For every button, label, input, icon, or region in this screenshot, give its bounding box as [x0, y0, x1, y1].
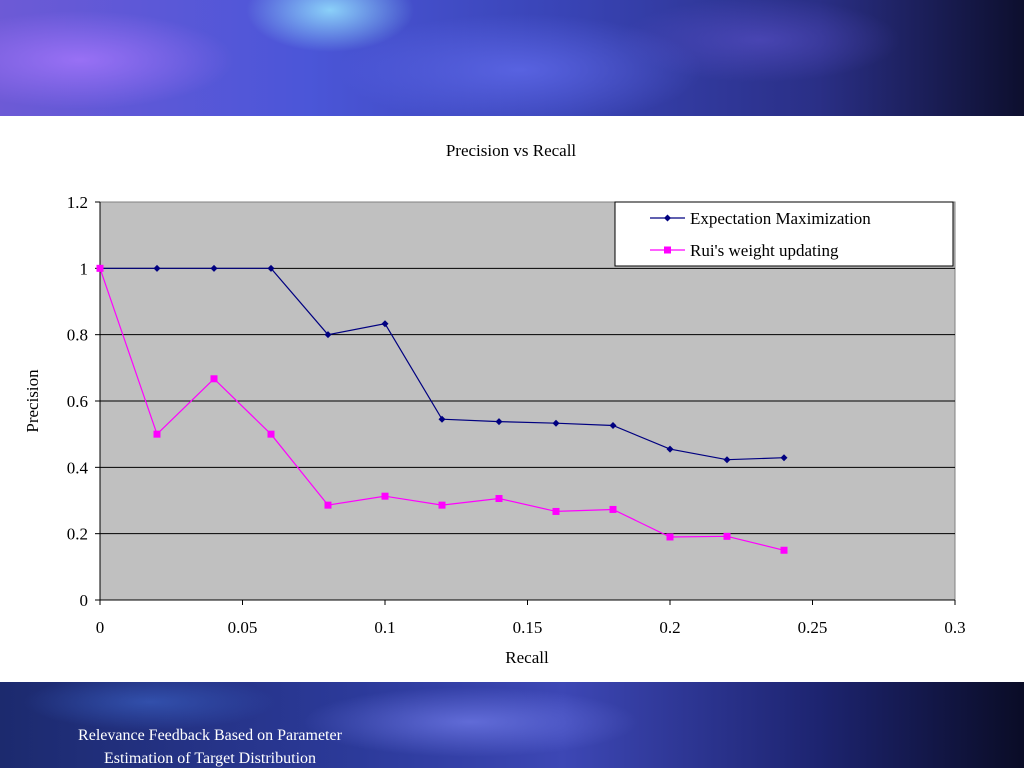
precision-recall-chart: Precision vs Recall 0 0.2 0.4 0.6 0.8 1 1.2 0 0.…	[23, 141, 966, 667]
legend-rui-marker	[664, 246, 671, 254]
chart-legend: Expectation Maximization Rui's weight up…	[614, 201, 954, 267]
data-point-1	[267, 430, 275, 438]
legend-em-marker	[664, 214, 671, 222]
data-point-0	[495, 418, 503, 426]
data-point-1	[210, 375, 218, 383]
x-tick-label: 0.15	[513, 618, 543, 637]
data-point-1	[96, 264, 104, 272]
x-tick-label: 0.25	[798, 618, 828, 637]
footer-caption: Relevance Feedback Based on Parameter Es…	[20, 724, 400, 770]
y-tick-label: 0.2	[67, 525, 88, 544]
data-point-1	[723, 532, 731, 540]
x-axis-label: Recall	[505, 648, 549, 667]
data-point-1	[780, 546, 788, 554]
x-tick-label: 0.3	[944, 618, 965, 637]
data-point-0	[153, 264, 161, 272]
data-point-1	[381, 492, 389, 500]
y-tick-label: 0.8	[67, 326, 88, 345]
data-point-0	[324, 331, 332, 339]
data-point-0	[210, 264, 218, 272]
legend-box	[614, 201, 954, 267]
y-tick-label: 1.2	[67, 193, 88, 212]
footer-banner	[0, 682, 1024, 768]
data-point-0	[723, 456, 731, 464]
data-point-0	[609, 422, 617, 430]
legend-rui-label: Rui's weight updating	[690, 241, 839, 260]
y-axis-label: Precision	[23, 369, 42, 433]
series-layer	[96, 264, 788, 554]
footer-line-2: Estimation of Target Distribution	[103, 750, 317, 767]
chart-title: Precision vs Recall	[446, 141, 577, 160]
data-point-1	[552, 507, 560, 515]
data-point-0	[438, 415, 446, 423]
x-tick-label: 0.2	[659, 618, 680, 637]
y-tick-label: 1	[80, 259, 89, 278]
y-tick-label: 0	[80, 591, 89, 610]
data-point-0	[780, 454, 788, 462]
y-tick-label: 0.4	[67, 458, 89, 477]
y-tick-label: 0.6	[67, 392, 88, 411]
data-point-0	[552, 419, 560, 427]
data-point-1	[666, 533, 674, 541]
header-banner	[0, 0, 1024, 116]
data-point-1	[324, 501, 332, 509]
data-point-1	[438, 501, 446, 509]
x-tick-label: 0	[96, 618, 105, 637]
axes: 0 0.2 0.4 0.6 0.8 1 1.2 0 0.05 0.1 0.15 0.2 0.25 0.3	[67, 193, 966, 637]
x-tick-label: 0.05	[228, 618, 258, 637]
data-point-1	[495, 495, 503, 503]
x-tick-label: 0.1	[374, 618, 395, 637]
data-point-1	[609, 505, 617, 513]
data-point-0	[267, 264, 275, 272]
legend-em-label: Expectation Maximization	[690, 209, 871, 228]
footer-line-1: Relevance Feedback Based on Parameter	[78, 727, 342, 744]
data-point-0	[381, 320, 389, 328]
data-point-0	[666, 445, 674, 453]
data-point-1	[153, 430, 161, 438]
